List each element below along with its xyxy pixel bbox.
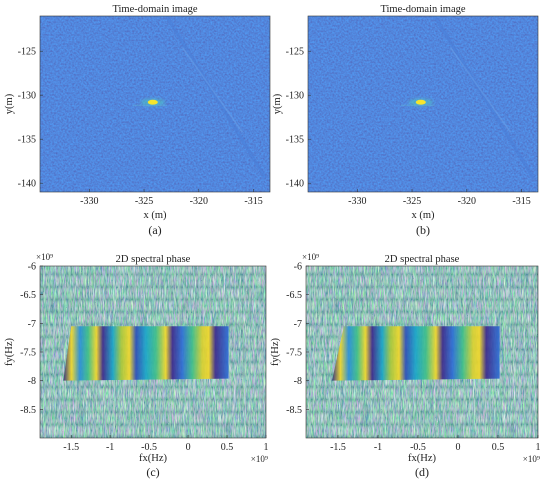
y-tick-label: -140 (18, 179, 36, 190)
x-exponent: ×10⁹ (523, 454, 540, 464)
x-tick-label: 1 (264, 442, 269, 453)
x-tick-label: -330 (348, 196, 366, 207)
y-exponent: ×10⁹ (302, 252, 319, 262)
panel-a: Time-domain image -330 -325 -320 -315 -125 -13… (4, 4, 271, 237)
y-tick-label: -6 (294, 262, 302, 273)
plot-area (306, 266, 538, 438)
x-tick-label: 0.5 (492, 442, 505, 453)
x-tick-label: -1.5 (330, 442, 346, 453)
y-tick-label: -130 (286, 91, 304, 102)
x-exponent: ×10⁹ (251, 454, 268, 464)
x-tick-label: 0.5 (221, 442, 234, 453)
y-tick-label: -7.5 (286, 348, 302, 359)
x-axis-label: fx(Hz) (408, 453, 436, 464)
panel-c: 2D spectral phase -1.5 -1 -0.5 0 0.5 1 -6 -6.5 -7… (4, 252, 269, 479)
x-tick-label: -320 (458, 196, 476, 207)
panel-caption: (b) (416, 223, 430, 237)
chart-title: 2D spectral phase (116, 254, 191, 265)
plot-area (40, 266, 266, 438)
y-axis-label: y(m) (272, 93, 283, 114)
y-axis-label: fy(Hz) (4, 338, 15, 366)
axes-frame (307, 15, 539, 193)
y-tick-label: -125 (18, 47, 36, 58)
y-tick-label: -8 (28, 376, 36, 387)
y-exponent: ×10⁹ (36, 252, 53, 262)
panel-caption: (c) (146, 465, 159, 479)
y-tick-label: -7.5 (20, 348, 36, 359)
panel-b: Time-domain image -330 -325 -320 -315 -125 -13… (272, 4, 539, 237)
diagonal-feature (165, 16, 267, 179)
x-tick-label: -325 (403, 196, 421, 207)
x-axis-label: x (m) (143, 210, 167, 221)
y-tick-label: -6.5 (286, 290, 302, 301)
x-tick-label: -1 (374, 442, 382, 453)
diagonal-feature (433, 16, 535, 179)
x-tick-label: -330 (80, 196, 98, 207)
y-tick-label: -130 (18, 91, 36, 102)
x-tick-label: -0.5 (410, 442, 426, 453)
panel-caption: (d) (415, 465, 429, 479)
chart-title: Time-domain image (380, 4, 465, 15)
x-tick-label: -325 (135, 196, 153, 207)
x-tick-label: -315 (512, 196, 530, 207)
x-tick-label: 1 (536, 442, 541, 453)
axes-frame (39, 15, 271, 193)
y-tick-label: -8.5 (286, 405, 302, 416)
point-target (147, 99, 158, 105)
y-tick-label: -140 (286, 179, 304, 190)
y-axis-label: y(m) (4, 93, 15, 114)
panel-d: 2D spectral phase -1.5 -1 -0.5 0 0.5 1 -6 -6.5 -7… (270, 252, 541, 479)
plot-area (308, 16, 538, 192)
y-axis-label: fy(Hz) (270, 338, 281, 366)
plot-area (40, 16, 270, 192)
y-tick-label: -8.5 (20, 405, 36, 416)
y-tick-label: -135 (286, 135, 304, 146)
y-tick-label: -6 (28, 262, 36, 273)
x-tick-label: -1.5 (63, 442, 79, 453)
x-tick-label: 0 (186, 442, 191, 453)
x-tick-label: -320 (190, 196, 208, 207)
x-tick-label: 0 (456, 442, 461, 453)
x-axis-label: fx(Hz) (139, 453, 167, 464)
y-tick-label: -6.5 (20, 290, 36, 301)
y-tick-label: -135 (18, 135, 36, 146)
chart-title: Time-domain image (112, 4, 197, 15)
point-target (415, 99, 426, 105)
x-axis-label: x (m) (411, 210, 435, 221)
y-tick-label: -7 (28, 319, 36, 330)
x-tick-label: -0.5 (141, 442, 157, 453)
y-tick-label: -7 (294, 319, 302, 330)
x-tick-label: -315 (244, 196, 262, 207)
panel-caption: (a) (148, 223, 161, 237)
x-tick-label: -1 (106, 442, 114, 453)
chart-title: 2D spectral phase (385, 254, 460, 265)
y-tick-label: -8 (294, 376, 302, 387)
y-tick-label: -125 (286, 47, 304, 58)
